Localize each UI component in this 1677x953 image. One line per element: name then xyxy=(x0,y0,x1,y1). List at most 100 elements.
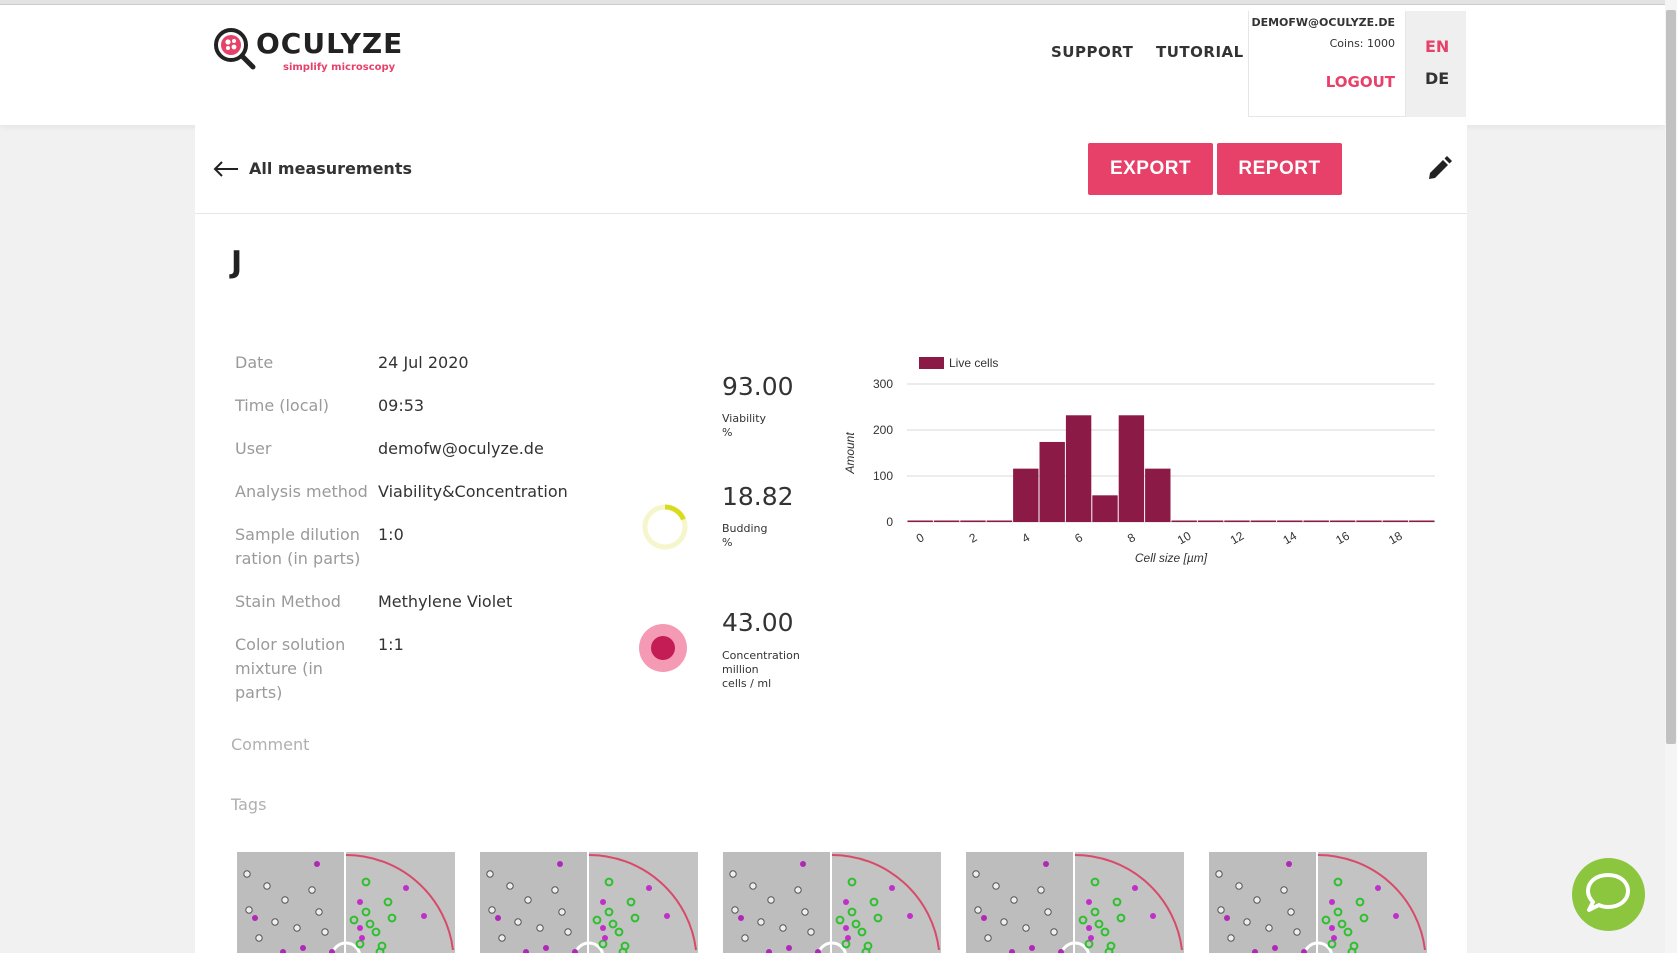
detail-value-analysis-method: Viability&Concentration xyxy=(378,482,568,501)
x-axis-label: Cell size [µm] xyxy=(1135,551,1208,565)
x-tick-label: 10 xyxy=(1175,528,1194,547)
histogram-bar xyxy=(1277,520,1303,522)
y-tick-label: 300 xyxy=(873,377,893,391)
detail-label-color-solution: Color solution mixture (in parts) xyxy=(235,635,346,702)
brand-name: OCULYZE xyxy=(256,27,404,60)
back-to-measurements-link[interactable]: All measurements xyxy=(213,159,412,178)
y-tick-label: 200 xyxy=(873,423,893,437)
histogram-bar xyxy=(1409,520,1435,522)
back-label: All measurements xyxy=(249,159,412,178)
viability-label: Viability xyxy=(722,412,767,425)
histogram-bar xyxy=(1092,495,1118,522)
logout-link[interactable]: LOGOUT xyxy=(1325,73,1395,91)
comment-label: Comment xyxy=(231,735,310,754)
y-tick-label: 100 xyxy=(873,469,893,483)
viability-value: 93.00 xyxy=(722,372,794,401)
measurement-toolbar: All measurements EXPORT REPORT xyxy=(195,125,1467,214)
x-tick-label: 4 xyxy=(1019,530,1032,546)
language-switcher: EN DE xyxy=(1406,11,1466,117)
histogram-bar xyxy=(1356,520,1382,522)
histogram-bar xyxy=(1013,468,1039,522)
x-tick-label: 0 xyxy=(914,530,927,546)
histogram-bar xyxy=(986,520,1013,522)
legend-swatch xyxy=(919,357,944,369)
report-button[interactable]: REPORT xyxy=(1217,143,1342,195)
histogram-bar xyxy=(907,520,933,522)
lang-de-link[interactable]: DE xyxy=(1425,69,1450,88)
detail-label-stain-method: Stain Method xyxy=(235,592,341,611)
histogram-bar xyxy=(933,520,960,522)
scrollbar-thumb[interactable] xyxy=(1666,10,1676,744)
histogram-bar xyxy=(1118,415,1145,522)
microscopy-thumbnail[interactable] xyxy=(237,852,455,953)
nav-support[interactable]: SUPPORT xyxy=(1051,43,1134,61)
concentration-unit: cells / ml xyxy=(722,677,772,690)
microscopy-image xyxy=(480,852,698,953)
histogram-bar xyxy=(1329,520,1356,522)
detail-label-time: Time (local) xyxy=(235,396,330,415)
export-button[interactable]: EXPORT xyxy=(1088,143,1213,195)
histogram-bar xyxy=(1382,520,1409,522)
site-header: OCULYZE simplify microscopy SUPPORT TUTO… xyxy=(0,5,1665,125)
nav-tutorial[interactable]: TUTORIAL xyxy=(1156,43,1244,61)
histogram-bar xyxy=(1171,520,1197,522)
histogram-bar xyxy=(1303,520,1329,522)
microscopy-thumbnail[interactable] xyxy=(480,852,698,953)
x-tick-label: 12 xyxy=(1228,528,1247,547)
budding-ring-progress xyxy=(642,504,688,550)
oculyze-logo[interactable]: OCULYZE simplify microscopy xyxy=(213,25,413,79)
y-tick-label: 0 xyxy=(886,515,893,529)
cell-size-histogram: 0 100 200 300 0 2 4 6 8 10 12 14 16 18 Amount Cell size… xyxy=(843,356,1435,565)
histogram-bar xyxy=(1039,441,1065,522)
detail-value-dilution: 1:0 xyxy=(378,525,404,544)
measurement-title: J xyxy=(231,245,243,280)
histogram-bar xyxy=(1145,468,1171,522)
microscopy-image xyxy=(1209,852,1427,953)
arrow-left-icon xyxy=(213,160,238,177)
histogram-bar xyxy=(960,520,986,522)
x-tick-label: 16 xyxy=(1333,528,1352,547)
microscopy-image xyxy=(237,852,455,953)
detail-label-dilution: Sample dilution ration (in parts) xyxy=(235,525,361,568)
budding-unit: % xyxy=(722,536,733,549)
legend-label: Live cells xyxy=(949,356,998,370)
x-tick-label: 14 xyxy=(1281,528,1300,547)
microscopy-thumbnail[interactable] xyxy=(1209,852,1427,953)
pencil-edit-icon[interactable] xyxy=(1425,155,1453,183)
concentration-dot-icon xyxy=(639,624,687,672)
microscopy-thumbnail[interactable] xyxy=(723,852,941,953)
detail-label-user: User xyxy=(235,439,272,458)
x-tick-label: 2 xyxy=(967,530,980,546)
detail-value-time: 09:53 xyxy=(378,396,425,415)
y-axis-label: Amount xyxy=(843,432,857,475)
magnifier-logo-icon xyxy=(214,28,256,70)
concentration-label: Concentration million xyxy=(722,649,800,676)
account-email: DEMOFW@OCULYZE.DE xyxy=(1251,16,1395,29)
histogram-bar xyxy=(1065,415,1092,522)
measurement-card: All measurements EXPORT REPORT J Date 24… xyxy=(195,125,1467,953)
viability-unit: % xyxy=(722,426,733,439)
microscopy-image xyxy=(966,852,1184,953)
account-coins: Coins: 1000 xyxy=(1329,37,1395,50)
browser-top-border xyxy=(0,0,1677,5)
concentration-value: 43.00 xyxy=(722,608,794,637)
budding-value: 18.82 xyxy=(722,482,794,511)
tags-label: Tags xyxy=(231,795,267,814)
detail-value-user: demofw@oculyze.de xyxy=(378,439,544,458)
detail-value-color-solution: 1:1 xyxy=(378,635,404,654)
page-scrollbar[interactable] xyxy=(1665,0,1677,953)
x-tick-label: 8 xyxy=(1125,530,1138,546)
brand-tagline: simplify microscopy xyxy=(283,62,396,73)
x-tick-label: 6 xyxy=(1072,530,1085,546)
detail-label-analysis-method: Analysis method xyxy=(235,482,368,501)
lang-en-link[interactable]: EN xyxy=(1425,37,1450,56)
x-tick-label: 18 xyxy=(1386,528,1405,547)
detail-value-stain-method: Methylene Violet xyxy=(378,592,513,611)
detail-value-date: 24 Jul 2020 xyxy=(378,353,469,372)
detail-label-date: Date xyxy=(235,353,274,372)
budding-label: Budding xyxy=(722,522,768,535)
histogram-bar xyxy=(1224,520,1250,522)
chat-button[interactable] xyxy=(1572,858,1645,931)
microscopy-thumbnail[interactable] xyxy=(966,852,1184,953)
account-panel: DEMOFW@OCULYZE.DE Coins: 1000 LOGOUT xyxy=(1248,11,1406,117)
